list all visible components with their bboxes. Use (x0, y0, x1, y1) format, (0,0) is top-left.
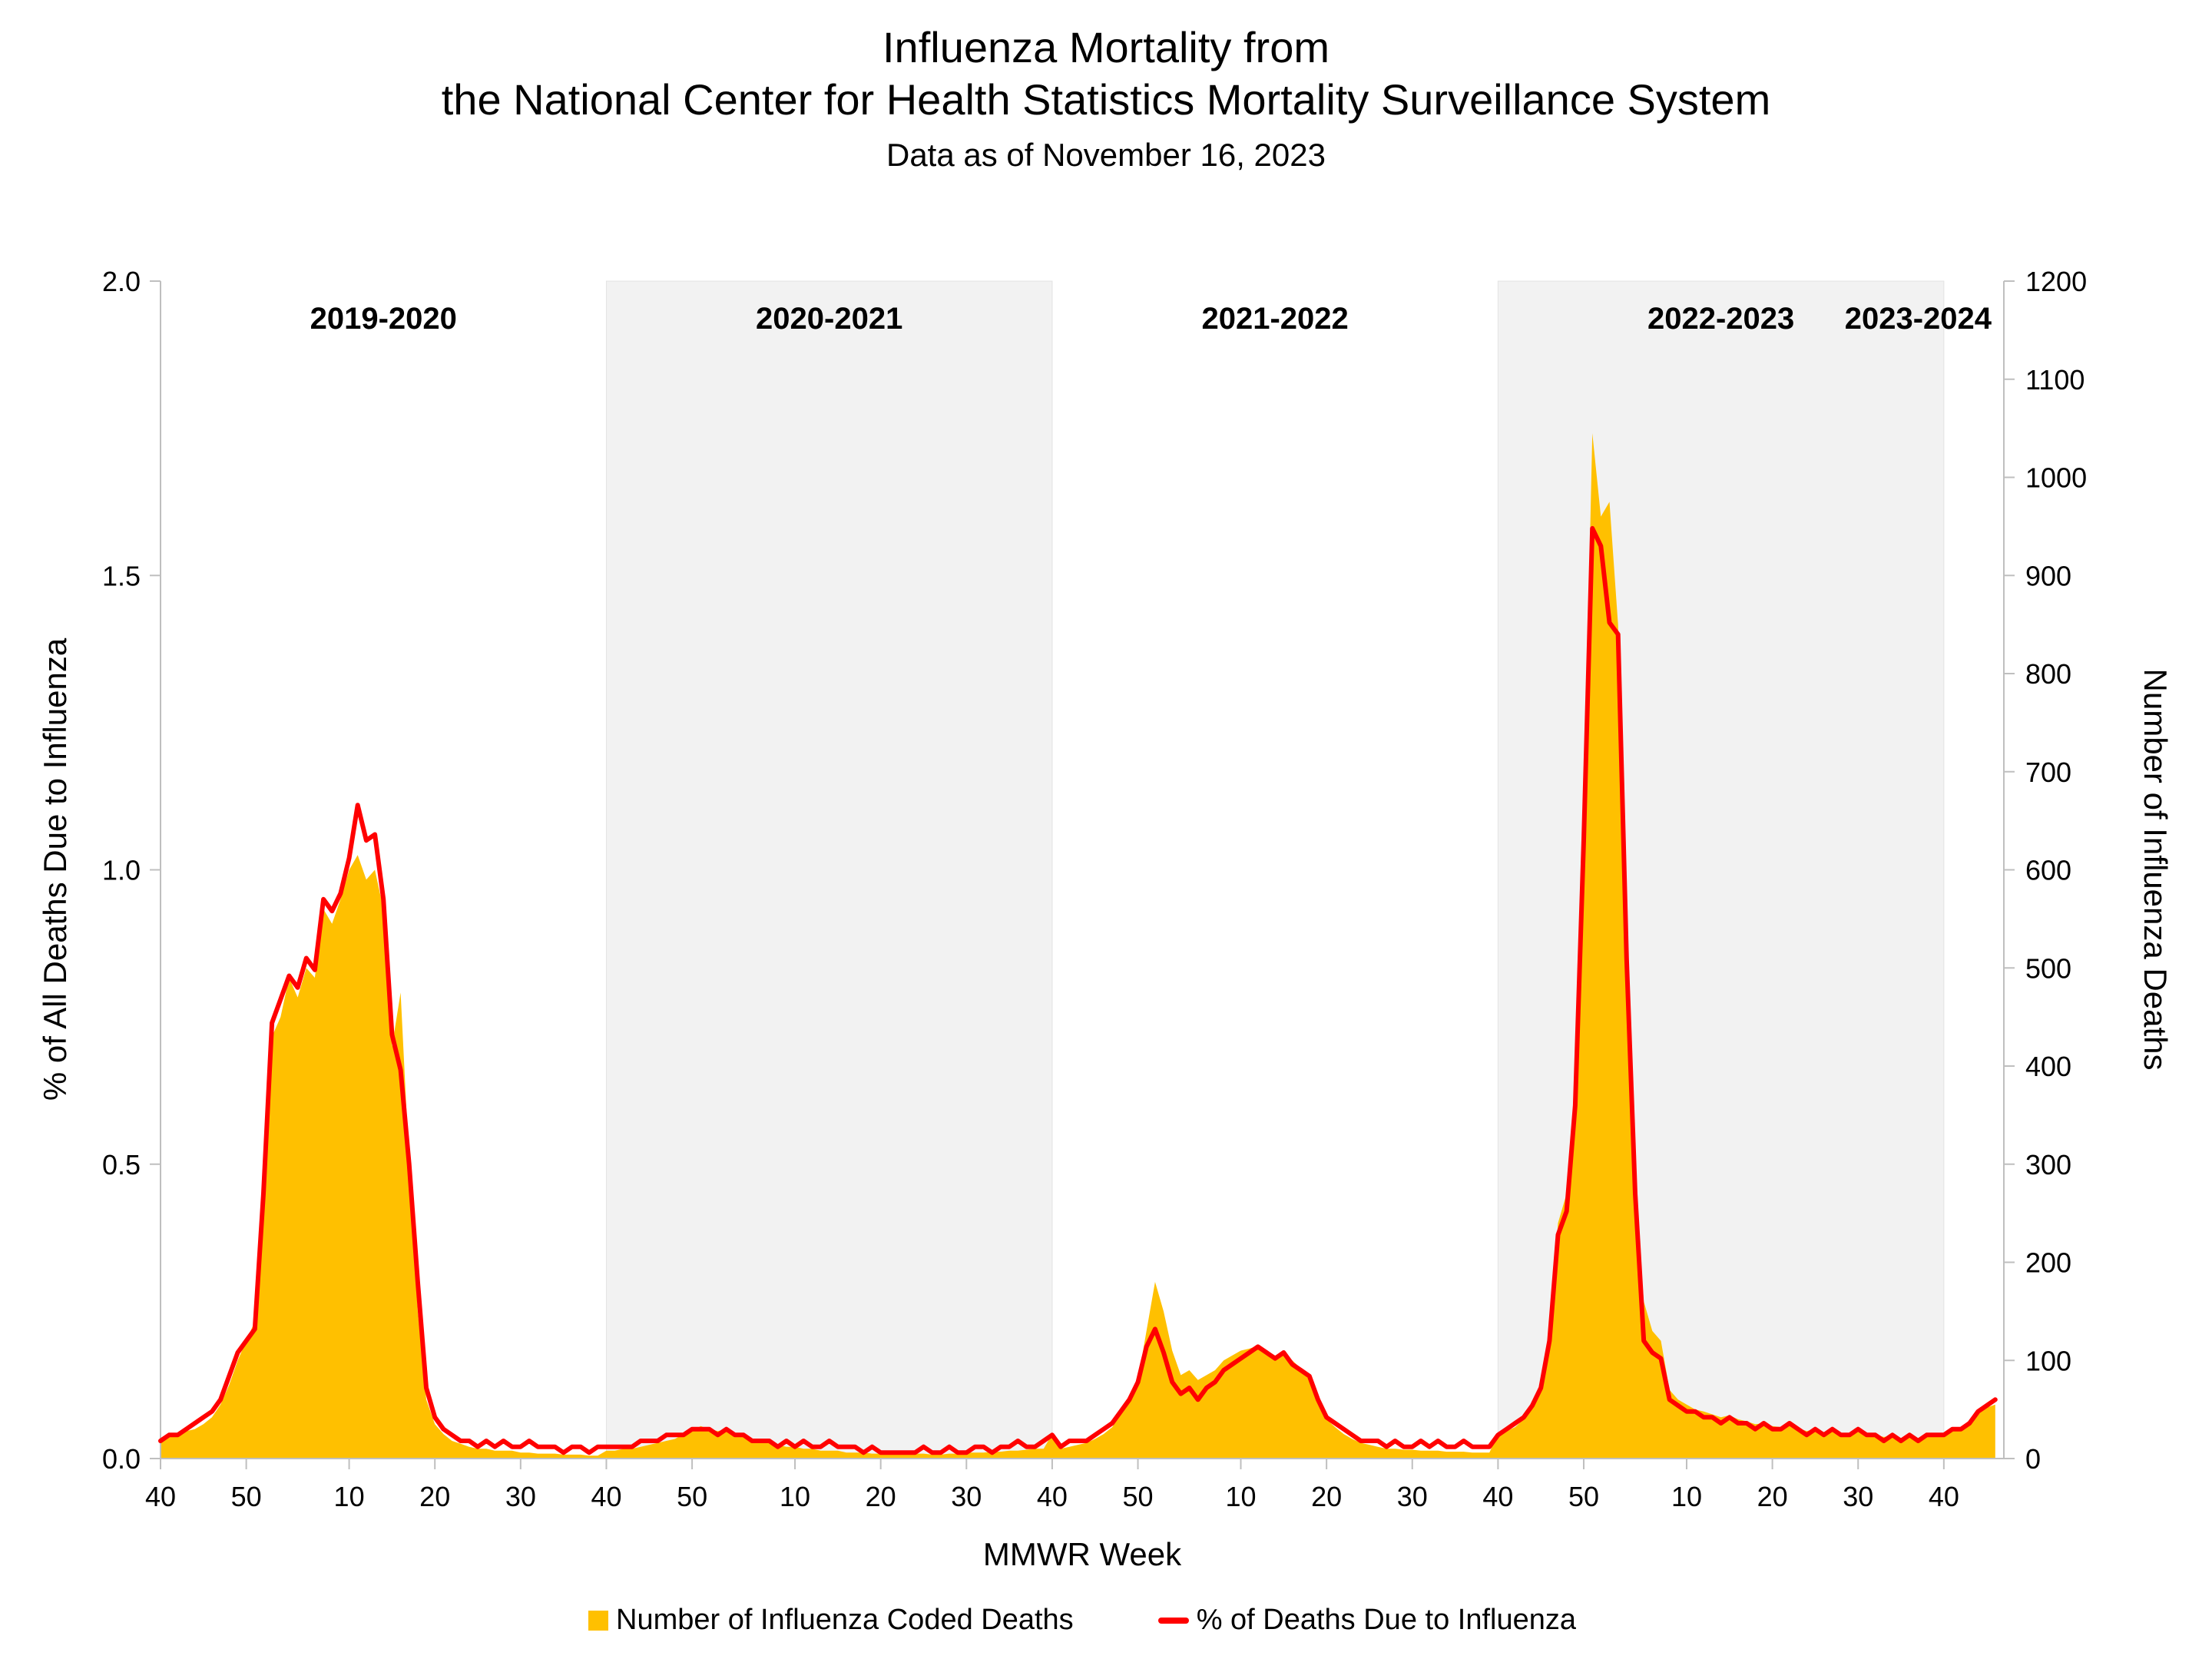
legend-item-deaths: Number of Influenza Coded Deaths (588, 1604, 1074, 1637)
legend-deaths-label: Number of Influenza Coded Deaths (616, 1604, 1074, 1636)
x-tick-label: 10 (1671, 1481, 1702, 1512)
right-tick-label: 0 (2025, 1443, 2041, 1475)
left-tick-label: 1.0 (102, 855, 141, 886)
x-tick-label: 30 (951, 1481, 982, 1512)
season-label: 2019-2020 (310, 302, 457, 336)
right-tick-label: 400 (2025, 1051, 2071, 1082)
left-tick-label: 0.5 (102, 1149, 141, 1181)
right-tick-label: 600 (2025, 855, 2071, 886)
right-tick-label: 900 (2025, 560, 2071, 591)
x-tick-label: 50 (677, 1481, 707, 1512)
x-tick-label: 30 (505, 1481, 536, 1512)
x-tick-label: 30 (1397, 1481, 1428, 1512)
x-tick-label: 50 (1568, 1481, 1599, 1512)
left-tick-label: 0.0 (102, 1443, 141, 1475)
right-tick-label: 1100 (2025, 364, 2085, 396)
x-tick-label: 10 (1225, 1481, 1256, 1512)
x-tick-label: 40 (145, 1481, 176, 1512)
right-tick-label: 1200 (2025, 266, 2087, 297)
season-label: 2020-2021 (756, 302, 902, 336)
right-tick-label: 800 (2025, 658, 2071, 690)
x-tick-label: 40 (1482, 1481, 1513, 1512)
season-band (605, 280, 1053, 1459)
x-tick-label: 20 (1757, 1481, 1788, 1512)
season-label: 2023-2024 (1845, 302, 1992, 336)
right-tick-label: 200 (2025, 1247, 2071, 1279)
chart-title-line-1: Influenza Mortality from (882, 23, 1330, 71)
x-tick-label: 10 (780, 1481, 810, 1512)
x-tick-label: 40 (591, 1481, 621, 1512)
x-tick-label: 40 (1929, 1481, 1959, 1512)
x-tick-label: 50 (231, 1481, 262, 1512)
chart-legend: Number of Influenza Coded Deaths % of De… (161, 1604, 2004, 1637)
x-axis-title: MMWR Week (982, 1536, 1182, 1572)
right-tick-label: 1000 (2025, 462, 2087, 494)
x-tick-label: 50 (1123, 1481, 1154, 1512)
right-tick-label: 300 (2025, 1149, 2071, 1181)
percent-series-line-icon (1157, 1617, 1189, 1624)
right-tick-label: 700 (2025, 757, 2071, 788)
deaths-series-swatch-icon (588, 1610, 608, 1631)
left-tick-label: 1.5 (102, 560, 141, 591)
right-tick-label: 500 (2025, 952, 2071, 984)
x-tick-label: 40 (1037, 1481, 1068, 1512)
chart-title-line-2: the National Center for Health Statistic… (441, 75, 1771, 124)
right-tick-label: 100 (2025, 1345, 2071, 1376)
season-label: 2021-2022 (1202, 302, 1349, 336)
influenza-deaths-area (161, 433, 1995, 1459)
chart-subtitle: Data as of November 16, 2023 (886, 137, 1326, 173)
left-tick-label: 2.0 (102, 266, 141, 297)
right-axis-title: Number of Influenza Deaths (2137, 668, 2174, 1071)
legend-item-percent: % of Deaths Due to Influenza (1157, 1604, 1576, 1637)
left-axis-title: % of All Deaths Due to Influenza (37, 637, 73, 1101)
x-tick-label: 30 (1843, 1481, 1873, 1512)
x-tick-label: 10 (334, 1481, 365, 1512)
x-tick-label: 20 (419, 1481, 450, 1512)
percent-deaths-line (158, 525, 1998, 1455)
x-tick-label: 20 (1311, 1481, 1342, 1512)
season-label: 2022-2023 (1647, 302, 1794, 336)
x-tick-label: 20 (866, 1481, 896, 1512)
legend-percent-label: % of Deaths Due to Influenza (1196, 1604, 1576, 1636)
